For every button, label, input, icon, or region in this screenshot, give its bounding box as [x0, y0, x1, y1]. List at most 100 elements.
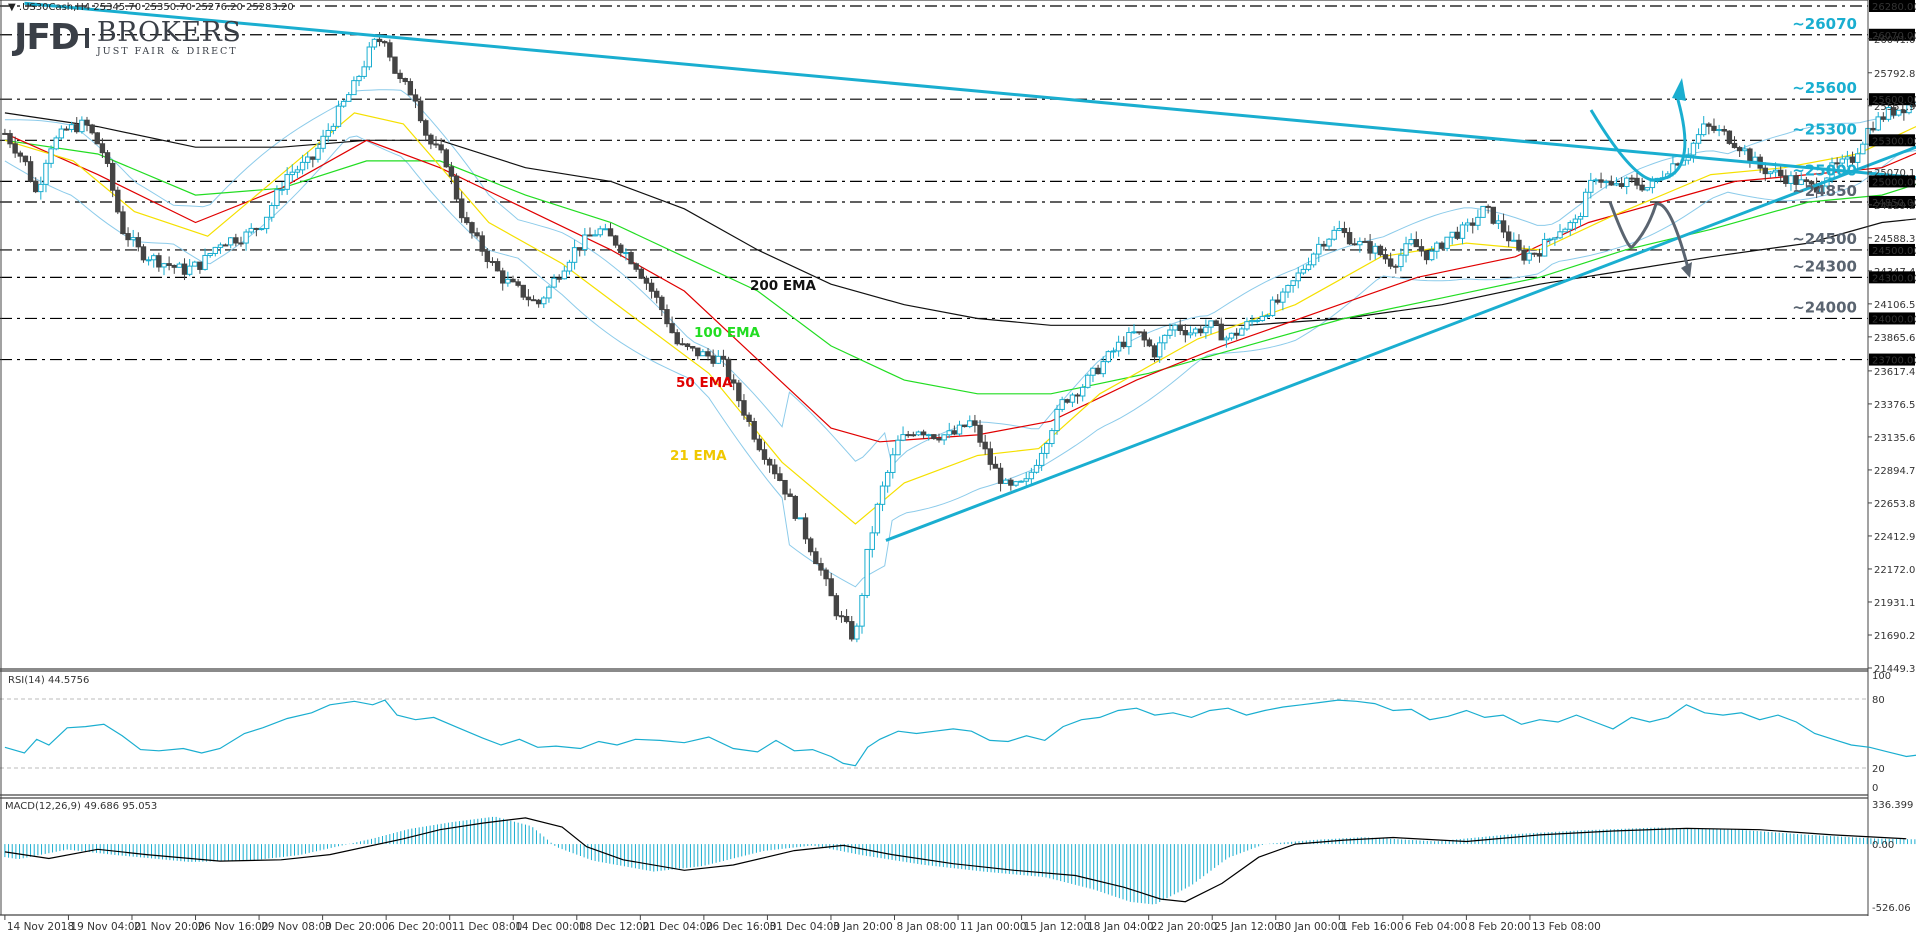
- candle: [274, 185, 280, 209]
- candle-body: [890, 454, 896, 473]
- candle-body: [222, 244, 229, 247]
- bearish-scenario-path: [1608, 201, 1690, 269]
- broker-logo: JFD BROKERS JUST FAIR & DIRECT: [14, 18, 241, 58]
- candle: [1115, 335, 1122, 357]
- candle-body: [1346, 232, 1353, 245]
- candle: [761, 441, 768, 465]
- candle-body: [161, 263, 167, 268]
- candle-body: [243, 231, 249, 244]
- candle-body: [63, 128, 70, 131]
- candle-body: [356, 75, 362, 82]
- candle-body: [212, 246, 219, 254]
- candle-body: [1259, 315, 1266, 322]
- candle: [1064, 398, 1070, 404]
- time-label: 14 Dec 00:00: [515, 921, 586, 933]
- candle-body: [1752, 156, 1758, 162]
- candle-body: [1454, 231, 1461, 239]
- candle: [987, 441, 994, 471]
- candle: [32, 177, 39, 194]
- candle: [926, 433, 932, 441]
- candle-body: [428, 134, 434, 145]
- price-tag: [1869, 0, 1915, 12]
- candle: [1300, 265, 1307, 275]
- candle: [546, 285, 552, 303]
- candle: [1470, 218, 1476, 234]
- candle-body: [1731, 142, 1738, 149]
- candle-body: [1110, 350, 1117, 353]
- macd-signal-line: [4, 817, 1907, 903]
- candle-body: [1557, 231, 1563, 239]
- candle-body: [1629, 177, 1635, 180]
- candle-body: [1172, 324, 1178, 331]
- level-annotation: ~24300: [1792, 257, 1857, 275]
- candle-body: [448, 166, 455, 177]
- candle-body: [1090, 367, 1096, 376]
- candle-body: [1577, 216, 1584, 220]
- candle-body: [587, 234, 593, 237]
- candle: [1434, 241, 1440, 259]
- candle-body: [684, 343, 691, 348]
- candle-body: [556, 277, 562, 280]
- collapse-triangle-icon[interactable]: ▼: [8, 2, 16, 13]
- candle: [1644, 187, 1650, 192]
- price-tag-label: 25300.00: [1872, 136, 1916, 147]
- candle: [12, 136, 18, 158]
- candle: [1208, 320, 1214, 334]
- candle-body: [710, 355, 716, 364]
- candle-body: [951, 430, 958, 435]
- candle-body: [874, 503, 881, 534]
- candle: [592, 229, 598, 237]
- time-label: 26 Nov 16:00: [198, 921, 269, 933]
- candle-body: [1357, 240, 1363, 246]
- trendlines: [24, 1, 1916, 542]
- candle: [2, 128, 8, 135]
- candle-body: [695, 347, 701, 357]
- candle-body: [274, 189, 280, 207]
- level-annotation: ~25300: [1792, 120, 1857, 138]
- candle-body: [664, 309, 670, 325]
- candle-body: [1115, 341, 1122, 352]
- candle: [428, 133, 434, 150]
- candle-body: [366, 46, 372, 68]
- candle: [366, 42, 372, 71]
- candle-body: [1844, 156, 1851, 160]
- price-tag-label: 23700.00: [1872, 356, 1916, 367]
- candle: [997, 462, 1004, 492]
- candle-body: [541, 297, 547, 305]
- candle-body: [1531, 252, 1538, 255]
- candle-body: [74, 124, 80, 133]
- candle: [1372, 243, 1378, 260]
- candle-body: [1305, 264, 1312, 270]
- candle: [1716, 124, 1722, 137]
- panel-frames: [0, 0, 1868, 916]
- candle: [643, 275, 650, 290]
- candle-body: [361, 66, 367, 77]
- candle-body: [566, 261, 573, 272]
- candle-body: [602, 228, 609, 231]
- candle: [1783, 169, 1789, 187]
- candle: [1295, 267, 1301, 289]
- candle-body: [1854, 153, 1861, 163]
- candle: [58, 125, 65, 140]
- candle-body: [1511, 239, 1517, 242]
- candle: [1901, 109, 1907, 121]
- candle: [130, 229, 136, 247]
- candle-body: [895, 439, 901, 456]
- candle: [387, 39, 393, 62]
- candle-body: [1736, 147, 1743, 152]
- candle: [1387, 252, 1394, 270]
- candle-body: [571, 247, 578, 263]
- candle: [109, 159, 116, 198]
- price-tick-label: 23376.50: [1874, 400, 1916, 411]
- candle-body: [1208, 320, 1214, 328]
- candle: [120, 205, 126, 235]
- candle: [1044, 441, 1050, 459]
- candle-body: [535, 299, 542, 305]
- candle-body: [987, 448, 994, 465]
- candle: [1742, 144, 1748, 155]
- candle: [756, 434, 763, 452]
- candle-body: [1198, 328, 1204, 334]
- candle: [1393, 264, 1399, 274]
